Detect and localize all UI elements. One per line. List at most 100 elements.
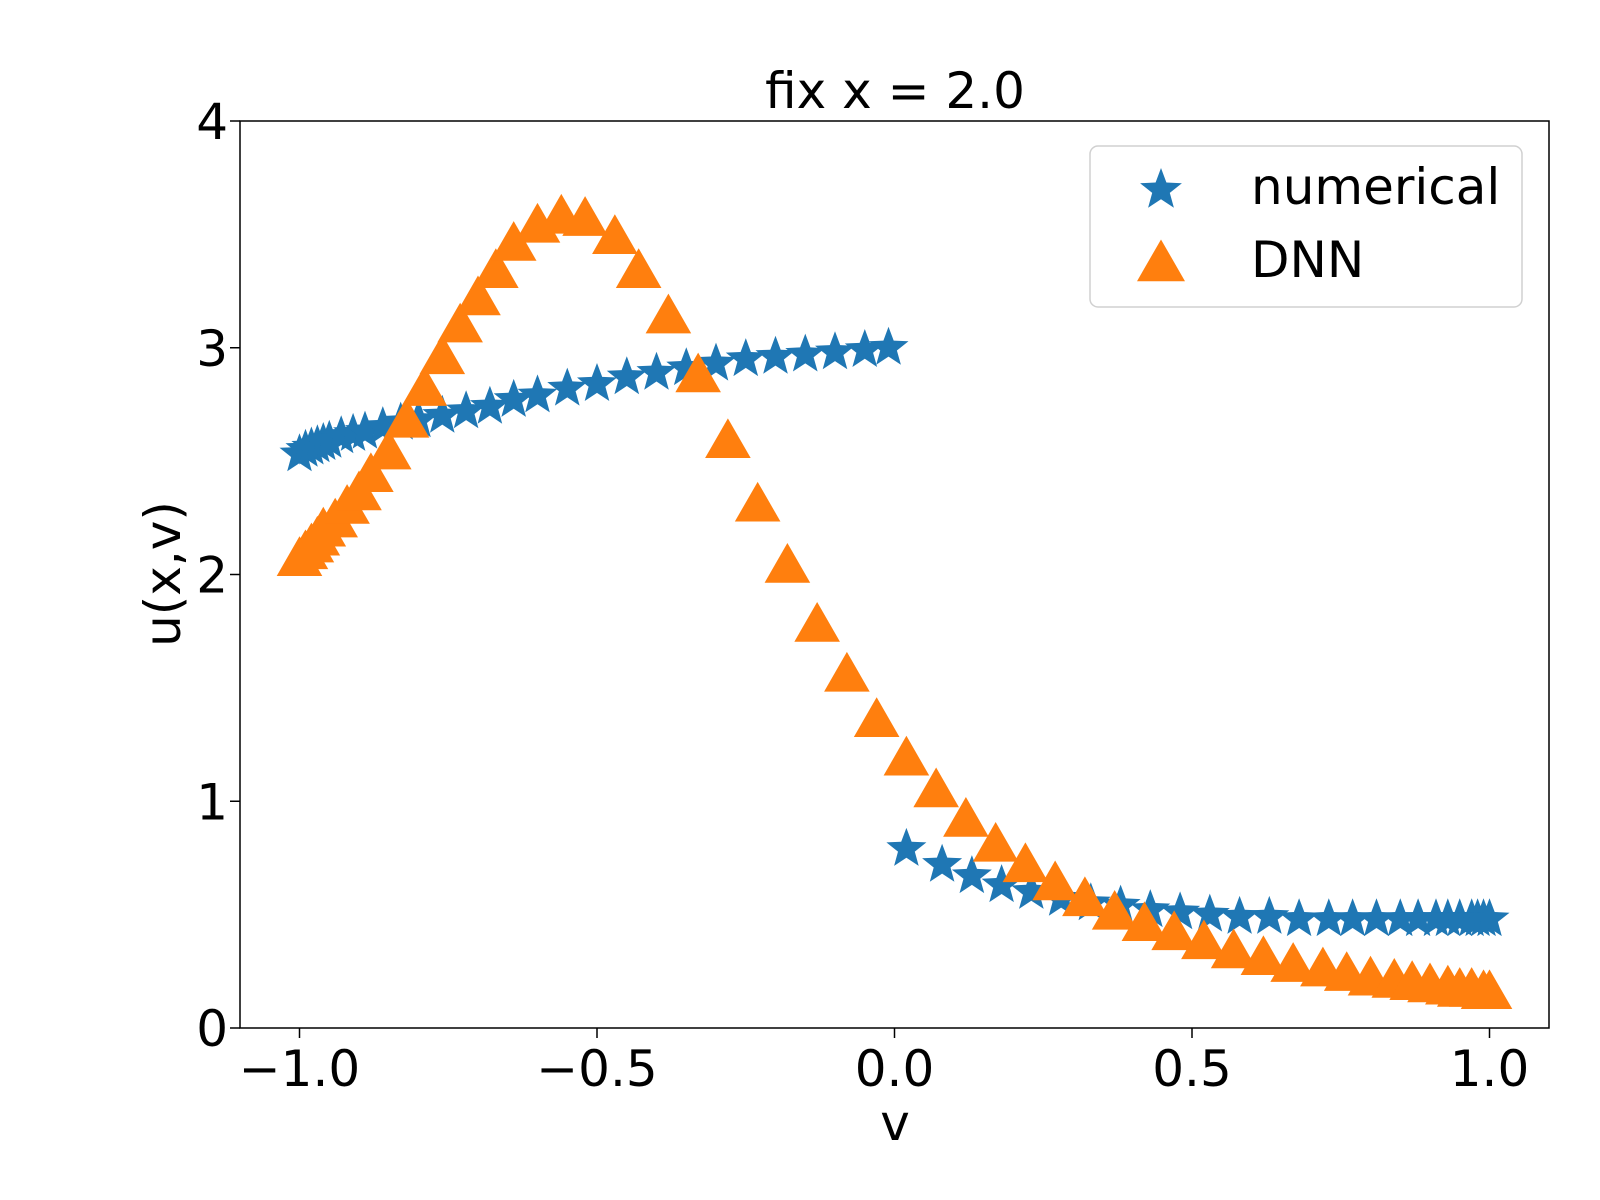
- data-point-star: [785, 333, 826, 372]
- data-point-triangle: [1181, 919, 1227, 960]
- data-point-triangle: [764, 543, 811, 583]
- data-point-triangle: [615, 248, 662, 288]
- data-point-triangle: [348, 452, 394, 493]
- data-point-star: [321, 415, 362, 454]
- data-point-triangle: [883, 735, 930, 776]
- data-point-star: [1469, 898, 1510, 937]
- data-point-triangle: [401, 366, 448, 406]
- y-tick-label: 2: [196, 547, 228, 605]
- data-point-star: [755, 335, 796, 374]
- data-point-star: [1249, 895, 1290, 934]
- data-point-triangle: [1032, 860, 1078, 901]
- data-point-triangle: [705, 418, 751, 459]
- data-point-star: [446, 390, 487, 429]
- data-point-triangle: [473, 248, 519, 288]
- data-point-triangle: [972, 821, 1019, 862]
- data-point-star: [868, 326, 909, 365]
- data-point-star: [922, 843, 963, 882]
- data-point-star: [469, 385, 510, 424]
- data-point-star: [606, 356, 647, 395]
- legend-label-numerical: numerical: [1251, 158, 1500, 216]
- legend: numerical DNN: [1089, 145, 1523, 308]
- data-point-triangle: [794, 602, 840, 642]
- x-tick-label: −0.5: [536, 1040, 657, 1098]
- data-point-star: [981, 864, 1022, 903]
- x-tick-label: −1.0: [239, 1040, 360, 1098]
- y-tick-label: 1: [196, 773, 228, 831]
- y-tick-label: 3: [196, 320, 228, 378]
- data-point-triangle: [365, 429, 412, 470]
- data-point-star: [517, 374, 558, 413]
- data-point-star: [844, 329, 885, 367]
- data-point-triangle: [1091, 889, 1138, 930]
- data-point-star: [1130, 889, 1171, 928]
- data-point-triangle: [1270, 942, 1316, 982]
- data-point-star: [666, 347, 707, 386]
- data-point-triangle: [592, 214, 638, 254]
- data-point-triangle: [562, 196, 608, 236]
- data-point-triangle: [645, 293, 692, 334]
- data-point-star: [1308, 898, 1349, 937]
- data-point-triangle: [419, 334, 466, 375]
- data-point-star: [493, 378, 534, 417]
- data-point-star: [345, 410, 385, 449]
- data-point-star: [547, 367, 588, 406]
- data-point-star: [1380, 898, 1421, 937]
- y-tick-label: 4: [196, 93, 228, 151]
- series-numerical: [279, 326, 1510, 937]
- data-point-triangle: [853, 697, 900, 737]
- x-tick-label: 0.0: [855, 1040, 935, 1098]
- x-axis-label: v: [880, 1094, 910, 1152]
- data-point-triangle: [675, 352, 721, 393]
- data-point-star: [1356, 898, 1397, 937]
- chart-title: fix x = 2.0: [765, 62, 1025, 120]
- data-point-triangle: [1062, 876, 1108, 917]
- data-point-triangle: [1121, 901, 1168, 942]
- data-point-triangle: [1240, 935, 1287, 976]
- data-point-triangle: [734, 481, 781, 522]
- data-point-star: [309, 419, 350, 458]
- data-point-triangle: [437, 302, 483, 343]
- data-point-star: [815, 331, 855, 370]
- data-point-star: [398, 399, 439, 438]
- data-point-star: [362, 406, 403, 445]
- y-axis-label: u(x,v): [134, 501, 192, 647]
- plot-frame: [239, 120, 1550, 1029]
- data-point-star: [636, 351, 677, 390]
- legend-marker-numerical: [1140, 168, 1182, 208]
- data-point-star: [886, 827, 927, 866]
- data-point-triangle: [455, 275, 501, 316]
- x-axis: −1.0 −0.5 0.0 0.5 1.0: [239, 1028, 1529, 1098]
- y-axis: 0 1 2 3 4: [196, 93, 240, 1058]
- data-point-star: [725, 338, 766, 377]
- data-point-star: [577, 363, 617, 401]
- data-point-triangle: [490, 221, 537, 261]
- x-tick-label: 1.0: [1450, 1040, 1530, 1098]
- data-point-triangle: [1466, 969, 1513, 1010]
- data-point-triangle: [1151, 910, 1197, 951]
- plot-markers: [276, 193, 1513, 1010]
- data-point-star: [333, 412, 373, 451]
- legend-box: [1089, 145, 1523, 308]
- data-point-triangle: [943, 797, 989, 837]
- data-point-star: [1189, 893, 1230, 932]
- data-point-triangle: [913, 767, 959, 808]
- legend-triangle-icon: [1137, 239, 1185, 282]
- data-point-star: [422, 394, 463, 433]
- data-point-star: [696, 342, 736, 381]
- data-point-star: [1219, 895, 1260, 934]
- data-point-star: [1332, 898, 1373, 937]
- data-point-triangle: [1002, 842, 1049, 883]
- data-point-star: [1011, 871, 1052, 909]
- data-point-star: [951, 855, 992, 894]
- y-tick-label: 0: [196, 1000, 228, 1058]
- data-point-star: [1398, 898, 1439, 937]
- data-point-star: [1160, 891, 1201, 930]
- data-point-triangle: [1210, 928, 1257, 969]
- data-point-triangle: [383, 397, 430, 438]
- legend-label-dnn: DNN: [1251, 231, 1364, 289]
- series-dnn: [276, 193, 1513, 1010]
- legend-marker-dnn: [1137, 239, 1185, 282]
- x-tick-label: 0.5: [1152, 1040, 1232, 1098]
